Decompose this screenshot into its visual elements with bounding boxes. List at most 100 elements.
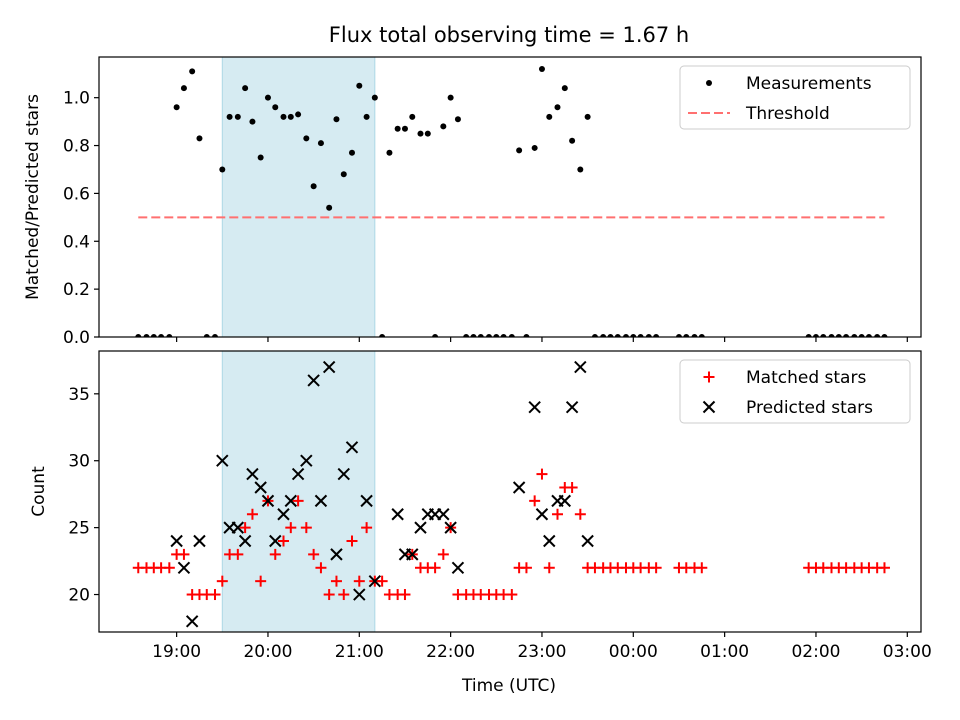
measurement-point (287, 113, 294, 120)
measurement-point (371, 94, 378, 101)
measurement-point (249, 118, 256, 125)
legend-marker-predicted-b (702, 400, 716, 414)
predicted-x-b (291, 467, 305, 481)
measurement-point (865, 334, 872, 337)
measurement-point (226, 113, 233, 120)
measurement-point (645, 334, 652, 337)
predicted-star-point (451, 561, 465, 574)
measurement-point (630, 334, 637, 337)
measurement-point (820, 334, 827, 337)
matched-star-point (878, 562, 890, 574)
top-panel: 0.0 0.2 0.4 0.6 0.8 1.0 Matched/Predicted star… (23, 56, 922, 348)
predicted-x-b (360, 494, 373, 508)
measurement-point (386, 149, 393, 156)
matched-star-point (285, 522, 297, 534)
predicted-star-point (284, 494, 298, 508)
measurement-point (698, 334, 705, 337)
y-axis: 20 25 30 35 (68, 385, 99, 606)
measurement-point (874, 334, 881, 337)
matched-star-point (696, 562, 708, 574)
matched-star-point (292, 495, 304, 507)
matched-star-point (650, 562, 662, 574)
measurement-point (470, 334, 477, 337)
measurement-point (180, 85, 187, 92)
predicted-star-point (307, 374, 320, 387)
predicted-x-b (406, 548, 419, 561)
predicted-x-b (231, 521, 245, 534)
matched-star-point (429, 562, 441, 574)
matched-star-point (232, 548, 244, 560)
y-tick-label: 25 (68, 519, 90, 539)
measurement-point (417, 130, 424, 137)
y-axis-label: Matched/Predicted stars (23, 94, 43, 300)
predicted-x-b (581, 534, 594, 548)
measurement-point (835, 334, 842, 337)
predicted-x-b (300, 454, 313, 467)
measurement-point (264, 94, 271, 101)
measurement-point (166, 334, 173, 337)
predicted-star-point (170, 534, 183, 548)
predicted-x-b (535, 508, 549, 521)
predicted-star-point (406, 548, 419, 561)
measurement-point (691, 334, 698, 337)
measurement-point (363, 113, 370, 120)
predicted-star-point (414, 521, 427, 534)
legend-box (679, 359, 911, 424)
measurement-point (569, 137, 576, 144)
predicted-star-point (314, 494, 328, 508)
predicted-star-point (193, 534, 206, 548)
predicted-star-point (565, 400, 579, 414)
measurement-point (500, 334, 507, 337)
measurement-point (409, 113, 416, 120)
measurement-point (135, 334, 142, 337)
measurement-point (272, 104, 279, 111)
matched-star-point (346, 535, 358, 547)
predicted-x-b (574, 360, 587, 374)
measurement-point (653, 334, 660, 337)
matched-star-point (315, 562, 327, 574)
measurement-point (577, 166, 584, 173)
y-tick-label: 35 (68, 385, 90, 405)
plot-area (135, 65, 888, 337)
plot-area (132, 360, 890, 628)
measurement-point (310, 183, 317, 190)
predicted-x-b (337, 467, 350, 481)
x-tick-label: 00:00 (609, 642, 658, 662)
legend-box (679, 65, 911, 130)
predicted-x-b (314, 494, 328, 508)
measurement-point (158, 334, 165, 337)
measurement-point (356, 82, 363, 89)
measurement-point (561, 85, 568, 92)
measurement-point (843, 334, 850, 337)
predicted-star-point (437, 508, 450, 521)
measurement-point (440, 123, 447, 130)
measurement-point (637, 334, 644, 337)
predicted-x-b (238, 534, 252, 548)
x-axis: 19:00 20:00 21:00 22:00 23:00 00:00 01:00 02:00… (152, 632, 932, 662)
y-tick-label: 0.4 (63, 232, 90, 252)
matched-star-point (323, 589, 335, 601)
predicted-x-b (444, 521, 457, 534)
matched-star-point (239, 522, 251, 534)
axes-frame (98, 56, 922, 338)
predicted-star-point (558, 494, 572, 508)
matched-star-point (376, 575, 388, 587)
measurement-point (219, 166, 226, 173)
measurement-point (242, 85, 249, 92)
y-tick-label: 0.2 (63, 280, 90, 300)
predicted-x-b (269, 534, 282, 548)
predicted-x-b (437, 508, 450, 521)
measurement-point (463, 334, 470, 337)
measurement-point (805, 334, 812, 337)
matched-star-point (255, 575, 267, 587)
measurement-point (394, 125, 401, 132)
predicted-x-b (254, 481, 267, 494)
measurement-point (454, 116, 461, 123)
y-tick-label: 0.6 (63, 184, 90, 204)
predicted-x-b (543, 534, 556, 548)
matched-star-point (574, 508, 586, 520)
measurement-point (554, 104, 561, 111)
measurement-point (683, 334, 690, 337)
highlight-span (221, 350, 376, 633)
matched-star-point (506, 589, 518, 601)
